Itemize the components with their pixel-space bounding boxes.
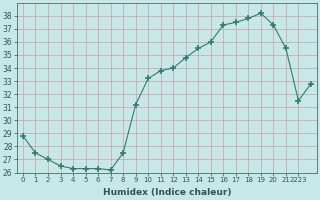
X-axis label: Humidex (Indice chaleur): Humidex (Indice chaleur) xyxy=(103,188,231,197)
